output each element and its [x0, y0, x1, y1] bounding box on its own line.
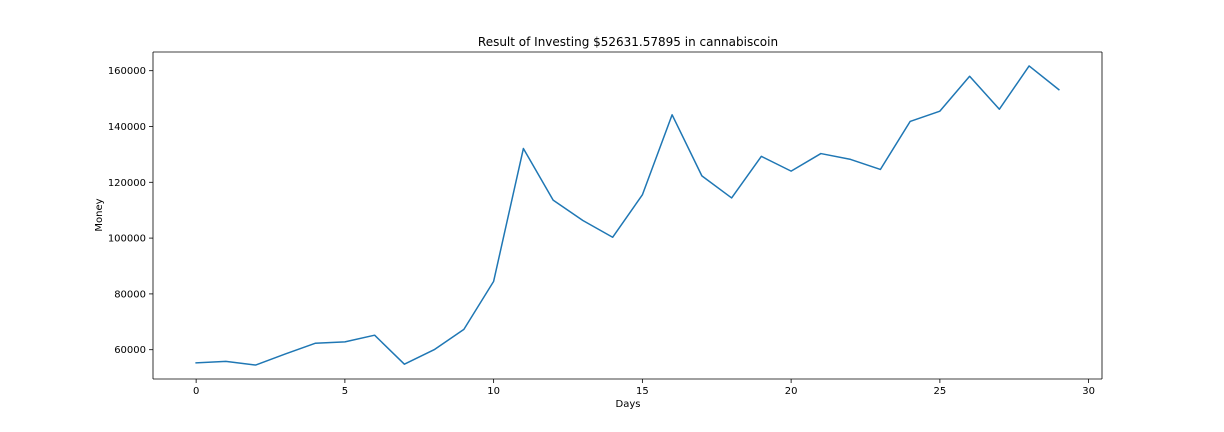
y-tick-label: 160000 — [108, 66, 146, 77]
x-tick-label: 20 — [785, 386, 798, 397]
x-tick-label: 10 — [487, 386, 500, 397]
x-tick-label: 5 — [342, 386, 348, 397]
chart-title: Result of Investing $52631.57895 in cann… — [478, 35, 778, 49]
y-tick-label: 100000 — [108, 234, 146, 245]
series-line — [195, 65, 1060, 366]
x-tick-label: 0 — [193, 386, 199, 397]
y-axis-title: Money — [94, 198, 105, 231]
y-tick-label: 140000 — [108, 122, 146, 133]
y-tick-label: 80000 — [114, 289, 146, 300]
plot-layer: 0 5 10 15 20 25 30 60000 80000 100000 120000 140000… — [108, 51, 1103, 397]
x-tick-label: 15 — [636, 386, 649, 397]
y-tick-label: 120000 — [108, 178, 146, 189]
x-tick-label: 30 — [1082, 386, 1095, 397]
x-tick-label: 25 — [933, 386, 946, 397]
y-tick-label: 60000 — [114, 345, 146, 356]
x-axis-title: Days — [616, 399, 641, 410]
